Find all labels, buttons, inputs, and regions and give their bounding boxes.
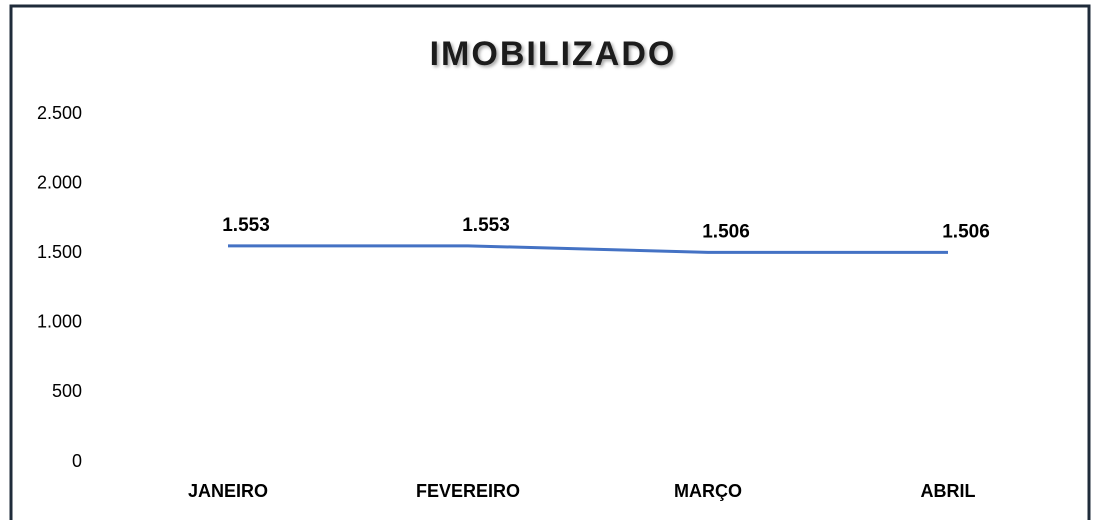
y-tick-label: 2.500 bbox=[37, 103, 82, 123]
chart-title: IMOBILIZADO bbox=[430, 35, 677, 73]
data-label: 1.506 bbox=[942, 221, 990, 242]
frame bbox=[9, 4, 1091, 520]
x-tick-label: MARÇO bbox=[674, 481, 742, 501]
line bbox=[228, 244, 948, 254]
data-label: 1.553 bbox=[462, 215, 510, 236]
y-tick-label: 500 bbox=[52, 381, 82, 401]
y-tick-label: 1.000 bbox=[37, 312, 82, 332]
x-tick-label: JANEIRO bbox=[188, 481, 268, 501]
data-label: 1.506 bbox=[702, 221, 750, 242]
x-tick-label: FEVEREIRO bbox=[416, 481, 520, 501]
data-label: 1.553 bbox=[222, 215, 270, 236]
y-tick-label: 2.000 bbox=[37, 172, 82, 192]
x-tick-label: ABRIL bbox=[921, 481, 976, 501]
y-tick-label: 1.500 bbox=[37, 242, 82, 262]
y-tick-label: 0 bbox=[72, 451, 82, 471]
